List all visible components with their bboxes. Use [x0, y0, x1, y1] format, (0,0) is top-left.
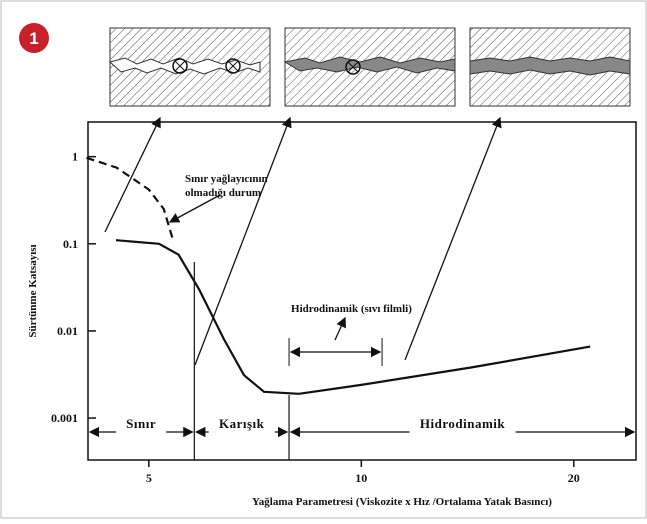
y-tick-label: 1: [72, 150, 78, 164]
x-tick-label: 20: [568, 471, 580, 485]
illustration-boundary: [108, 27, 271, 107]
x-tick-label: 5: [146, 471, 152, 485]
illustration-mixed: [283, 27, 456, 107]
region-label: Hidrodinamik: [420, 416, 506, 431]
plot-frame: [87, 121, 637, 461]
y-tick-label: 0.1: [63, 237, 78, 251]
x-axis-label: Yağlama Parametresi (Viskozite x Hız /Or…: [252, 496, 552, 508]
film-note: Hidrodinamik (sıvı filmli): [291, 303, 412, 315]
badge: [19, 23, 49, 53]
y-axis-label: Sürtünme Katsayısı: [27, 244, 39, 337]
boundary-note: Sınır yağlayıcının: [185, 173, 268, 185]
y-tick-label: 0.01: [57, 324, 78, 338]
region-label: Karışık: [219, 416, 265, 431]
y-tick-label: 0.001: [51, 411, 78, 425]
curve: [86, 156, 174, 239]
region-label: Sınır: [126, 416, 156, 431]
region-label-bg: [208, 422, 275, 442]
region-label-bg: [409, 422, 516, 442]
region-label-bg: [116, 422, 167, 442]
pointer-arrows: [104, 116, 502, 366]
x-tick-label: 10: [355, 471, 367, 485]
curve: [115, 239, 591, 395]
boundary-note: olmadığı durum: [185, 187, 261, 199]
badge-label: 1: [29, 29, 38, 48]
illustration-hydrodynamic: [469, 27, 631, 107]
